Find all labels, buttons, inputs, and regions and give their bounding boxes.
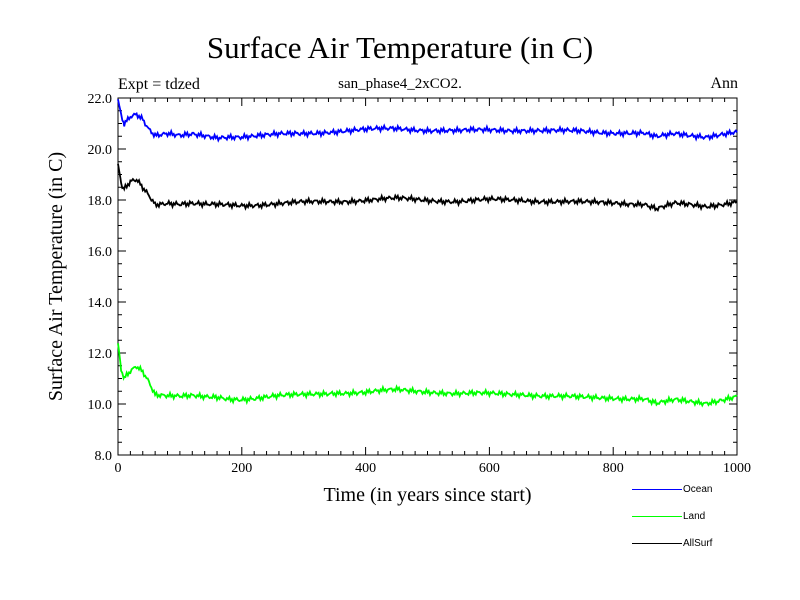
plot-frame [117, 97, 738, 456]
series-line-land [117, 343, 738, 408]
legend-label: AllSurf [683, 538, 713, 549]
legend-label: Ocean [683, 484, 713, 495]
y-tick-label: 22.0 [88, 92, 113, 107]
legend-label: Land [683, 511, 706, 522]
x-axis-label: Time (in years since start) [323, 484, 531, 506]
chart-subtitle: san_phase4_2xCO2. [338, 76, 462, 92]
x-tick-label: 1000 [723, 461, 751, 476]
x-tick-label: 0 [115, 461, 122, 476]
y-tick-label: 10.0 [88, 398, 113, 413]
legend-swatch [632, 516, 682, 517]
y-tick-label: 14.0 [88, 296, 113, 311]
chart-title: Surface Air Temperature (in C) [206, 30, 594, 65]
legend-item: AllSurf [632, 538, 712, 549]
y-tick-label: 18.0 [88, 194, 113, 209]
y-tick-label: 16.0 [88, 245, 113, 260]
experiment-label: Expt = tdzed [118, 76, 200, 93]
series-line-ocean [117, 99, 738, 143]
series-line-allsurf [117, 163, 738, 212]
x-tick-label: 800 [603, 461, 624, 476]
y-axis-label: Surface Air Temperature (in C) [45, 152, 67, 401]
legend-item: Ocean [632, 484, 712, 495]
y-tick-label: 20.0 [88, 143, 113, 158]
legend-item: Land [632, 511, 705, 522]
y-tick-label: 12.0 [88, 347, 113, 362]
legend-swatch [632, 489, 682, 490]
season-label: Ann [710, 75, 738, 92]
x-tick-label: 200 [231, 461, 252, 476]
y-tick-label: 8.0 [95, 449, 113, 464]
x-tick-label: 600 [479, 461, 500, 476]
x-tick-label: 400 [355, 461, 376, 476]
legend-swatch [632, 543, 682, 544]
